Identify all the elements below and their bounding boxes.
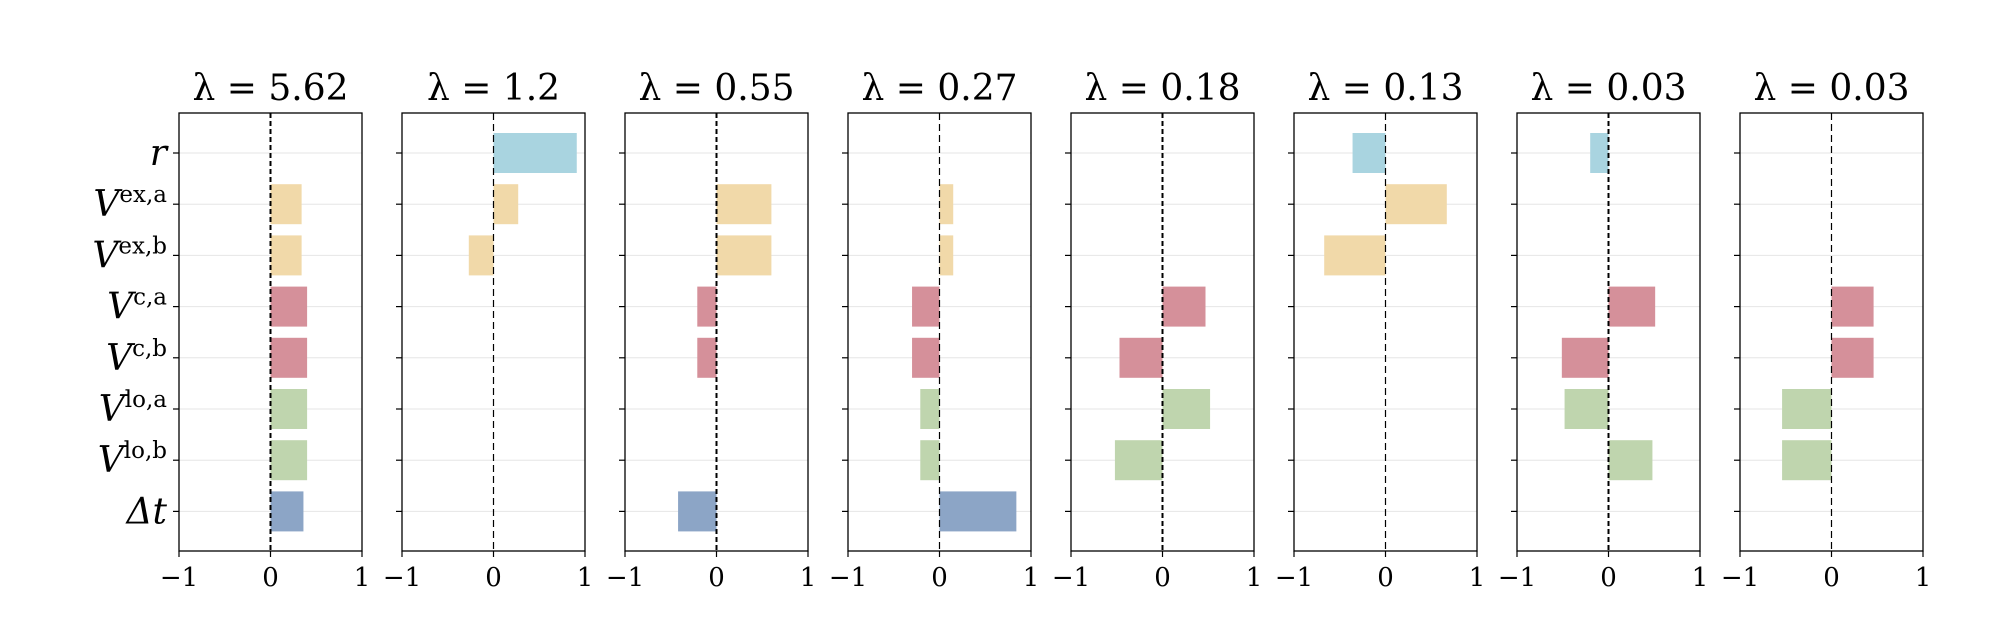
bar xyxy=(1831,286,1874,327)
bar xyxy=(270,440,308,481)
bar xyxy=(920,440,940,481)
panel-3: λ = 0.55 −1 0 1 xyxy=(606,68,816,593)
panel-5: λ = 0.18 −1 0 1 xyxy=(1052,68,1262,593)
y-tick-label: Vlo,b xyxy=(98,438,167,481)
panel-1: λ = 5.62 −1 0 1 xyxy=(160,68,370,593)
x-tick-label: 1 xyxy=(1246,563,1263,593)
panel-2: λ = 1.2 −1 0 1 xyxy=(383,68,593,593)
panel-title: λ = 1.2 xyxy=(427,68,560,109)
panel-frame xyxy=(401,112,586,552)
x-tick-label: 0 xyxy=(708,563,725,593)
bar xyxy=(1608,440,1653,481)
bar xyxy=(270,235,302,276)
bar xyxy=(678,491,717,532)
x-tick-label: −1 xyxy=(1052,563,1090,593)
bar xyxy=(270,389,308,429)
bar xyxy=(697,286,717,327)
panel-7: λ = 0.03 −1 0 1 xyxy=(1498,68,1708,593)
x-tick-label: 1 xyxy=(1023,563,1040,593)
panel-4: λ = 0.27 −1 0 1 xyxy=(829,68,1039,593)
x-tick-label: −1 xyxy=(606,563,644,593)
panel-frame xyxy=(1739,112,1924,552)
bar xyxy=(912,286,940,327)
x-tick-label: 1 xyxy=(354,563,371,593)
y-tick-label: Vc,a xyxy=(107,285,167,328)
x-tick-label: −1 xyxy=(1498,563,1536,593)
bar xyxy=(468,235,494,276)
panel-title: λ = 0.27 xyxy=(861,68,1017,109)
bar xyxy=(270,184,302,225)
x-tick-label: 1 xyxy=(1469,563,1486,593)
bar xyxy=(939,235,954,276)
bar xyxy=(1324,235,1386,276)
x-tick-label: −1 xyxy=(829,563,867,593)
x-tick-label: 1 xyxy=(800,563,817,593)
bar xyxy=(1162,286,1206,327)
y-tick-label: Δt xyxy=(125,491,168,532)
panel-title: λ = 0.03 xyxy=(1753,68,1909,109)
bar xyxy=(912,337,940,378)
y-tick-label: Vex,a xyxy=(93,182,167,225)
bar xyxy=(716,235,772,276)
x-tick-label: −1 xyxy=(383,563,421,593)
bar xyxy=(697,337,717,378)
panel-title: λ = 0.18 xyxy=(1084,68,1240,109)
bar xyxy=(270,337,308,378)
x-tick-label: 0 xyxy=(1377,563,1394,593)
panel-8: λ = 0.03 −1 0 1 xyxy=(1721,68,1931,593)
panel-title: λ = 0.55 xyxy=(638,68,794,109)
x-tick-label: −1 xyxy=(1721,563,1759,593)
bar xyxy=(1114,440,1163,481)
bar xyxy=(716,184,772,225)
panel-title: λ = 0.03 xyxy=(1530,68,1686,109)
bar xyxy=(1119,337,1163,378)
bar xyxy=(1162,389,1211,429)
bar xyxy=(920,389,940,429)
bar xyxy=(939,491,1017,532)
bar xyxy=(1608,286,1656,327)
x-tick-label: 0 xyxy=(1823,563,1840,593)
x-tick-label: −1 xyxy=(160,563,198,593)
x-tick-label: 0 xyxy=(1154,563,1171,593)
x-tick-label: 1 xyxy=(577,563,594,593)
bar xyxy=(939,184,954,225)
x-tick-label: 1 xyxy=(1692,563,1709,593)
y-tick-label: Vc,b xyxy=(106,336,167,379)
bar xyxy=(1590,133,1609,173)
y-tick-label: r xyxy=(150,133,169,174)
bar xyxy=(1564,389,1609,429)
x-tick-label: 1 xyxy=(1915,563,1932,593)
x-tick-label: 0 xyxy=(485,563,502,593)
y-tick-label: Vex,b xyxy=(92,233,167,276)
bar xyxy=(1782,389,1832,429)
bar xyxy=(270,286,308,327)
bar xyxy=(1831,337,1874,378)
x-tick-label: −1 xyxy=(1275,563,1313,593)
bar xyxy=(1352,133,1386,173)
panel-frame xyxy=(1293,112,1478,552)
bar xyxy=(493,133,577,173)
panel-title: λ = 0.13 xyxy=(1307,68,1463,109)
bar xyxy=(493,184,519,225)
bar xyxy=(1561,337,1609,378)
panel-frame xyxy=(847,112,1032,552)
x-tick-label: 0 xyxy=(262,563,279,593)
panel-6: λ = 0.13 −1 0 1 xyxy=(1275,68,1485,593)
panel-title: λ = 5.62 xyxy=(192,68,348,109)
x-tick-label: 0 xyxy=(1600,563,1617,593)
bar xyxy=(270,491,304,532)
bar xyxy=(1385,184,1447,225)
x-tick-label: 0 xyxy=(931,563,948,593)
y-tick-label: Vlo,a xyxy=(99,387,168,430)
y-axis-labels: r Vex,a Vex,b Vc,a Vc,b Vlo,a Vlo,b Δt xyxy=(92,133,168,532)
bar xyxy=(1782,440,1832,481)
